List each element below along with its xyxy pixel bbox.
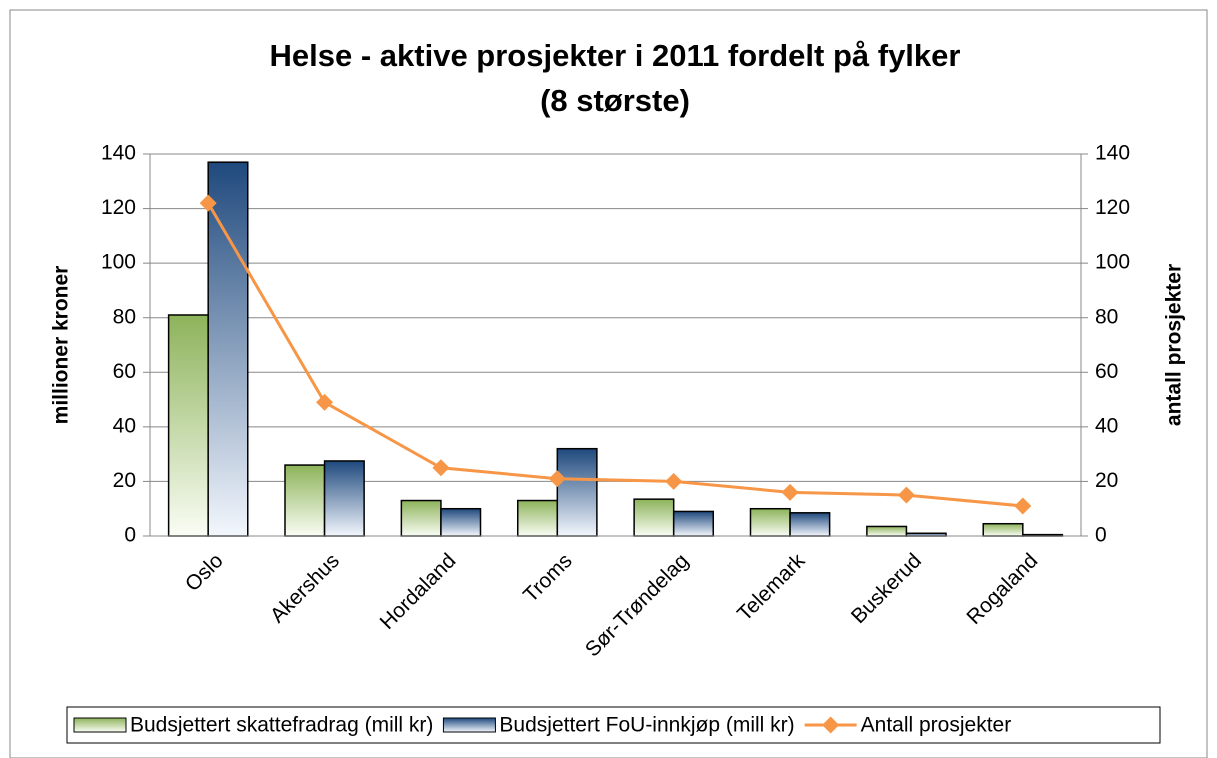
line-series [206, 202, 1023, 508]
y2-tick-label: 100 [1095, 251, 1130, 274]
line-marker [316, 393, 334, 411]
y-tick-label: 140 [101, 142, 136, 165]
line-marker [781, 483, 799, 501]
bar [440, 507, 482, 537]
bar [167, 314, 209, 537]
bar [982, 522, 1024, 537]
y-tick-label: 20 [113, 469, 136, 492]
legend [66, 706, 1161, 744]
y-axis-label: millioner kroner [50, 266, 73, 425]
line-marker [665, 472, 683, 490]
bar [284, 464, 326, 537]
y2-tick-label: 0 [1095, 524, 1107, 547]
bar [633, 498, 675, 537]
bar [323, 460, 365, 537]
y2-axis-label: antall prosjekter [1163, 264, 1186, 426]
legend-swatch [73, 717, 127, 733]
line-marker [897, 486, 915, 504]
legend-label: Antall prosjekter [861, 714, 1012, 737]
chart-subtitle: (8 største) [540, 83, 690, 118]
y2-tick-label: 40 [1095, 414, 1118, 437]
bar [789, 512, 831, 537]
bar [556, 447, 598, 537]
y-tick-label: 80 [113, 305, 136, 328]
legend-swatch [822, 716, 840, 734]
bar [207, 161, 249, 537]
bar [866, 525, 908, 537]
y-tick-label: 0 [124, 524, 136, 547]
y-tick-label: 100 [101, 251, 136, 274]
y-tick-label: 40 [113, 414, 136, 437]
y2-tick-label: 120 [1095, 196, 1130, 219]
legend-label: Budsjettert FoU-innkjøp (mill kr) [499, 714, 794, 737]
chart-title: Helse - aktive prosjekter i 2011 fordelt… [270, 38, 961, 73]
legend-label: Budsjettert skattefradrag (mill kr) [130, 714, 433, 737]
y2-tick-label: 80 [1095, 305, 1118, 328]
line-marker [548, 470, 566, 488]
y-tick-label: 60 [113, 360, 136, 383]
bar [672, 510, 715, 537]
bar [400, 499, 442, 537]
y2-tick-label: 140 [1095, 142, 1130, 165]
bar [516, 499, 559, 537]
y-tick-label: 120 [101, 196, 136, 219]
y2-tick-label: 60 [1095, 360, 1118, 383]
line-marker [199, 194, 217, 212]
y2-tick-label: 20 [1095, 469, 1118, 492]
bar [749, 507, 791, 537]
legend-swatch [442, 717, 496, 733]
line-marker [432, 459, 450, 477]
